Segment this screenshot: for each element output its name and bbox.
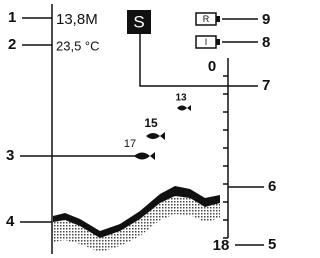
fish-depth: 13: [175, 93, 187, 104]
temperature-readout: 23,5 °C: [56, 38, 100, 53]
depth-readout: 13,8M: [56, 11, 98, 28]
scale-top: 0: [208, 58, 216, 75]
fish-icon: [146, 132, 165, 140]
indicator-i: I: [196, 36, 220, 48]
fishfinder-diagram: 13,8M 23,5 °C S R I 0 18 13 15 17 1: [0, 0, 286, 258]
callout-number: 8: [262, 34, 270, 51]
fish-depth: 15: [144, 116, 158, 130]
indicator-r: R: [196, 13, 220, 25]
callout-number: 4: [6, 213, 15, 230]
callout-number: 5: [268, 236, 276, 253]
mode-label: S: [133, 12, 144, 31]
fish-icon: [134, 152, 155, 160]
fish-depth: 17: [124, 138, 136, 150]
callout-number: 7: [262, 77, 270, 94]
scale-bottom: 18: [213, 237, 230, 254]
indicator-label: I: [205, 37, 208, 47]
callout-number: 6: [268, 178, 276, 195]
callout-number: 3: [6, 147, 14, 164]
fish-icon: [177, 105, 191, 111]
indicator-label: R: [203, 14, 210, 24]
callout-number: 2: [8, 36, 16, 53]
callout-number: 1: [8, 9, 16, 26]
callout-number: 9: [262, 11, 270, 28]
